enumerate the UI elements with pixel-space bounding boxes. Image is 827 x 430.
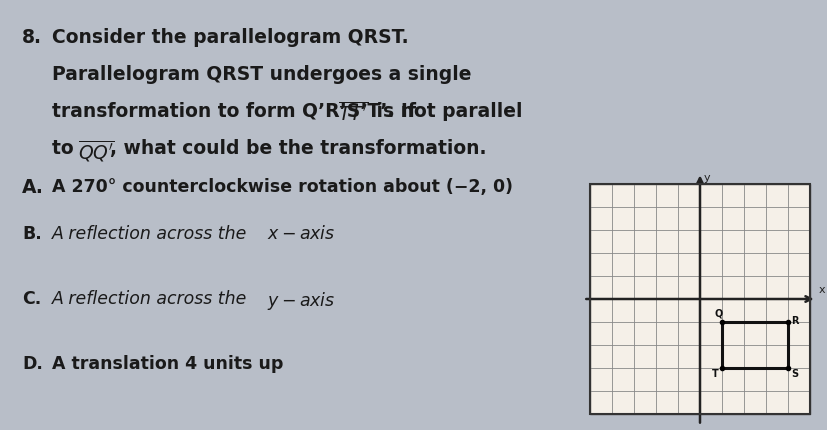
Text: A.: A. [22,178,44,197]
Text: B.: B. [22,224,41,243]
Text: , what could be the transformation.: , what could be the transformation. [110,139,486,158]
Text: $\overline{TT'}$: $\overline{TT'}$ [338,102,368,125]
Text: $y-axis$: $y-axis$ [267,289,336,311]
Text: $x-axis$: $x-axis$ [267,224,336,243]
Text: y: y [704,173,710,183]
Text: A translation 4 units up: A translation 4 units up [52,354,284,372]
Text: 8.: 8. [22,28,42,47]
Text: R: R [791,315,798,325]
Text: $\overline{QQ'}$: $\overline{QQ'}$ [78,139,115,164]
Text: is not parallel: is not parallel [370,102,523,121]
Text: A reflection across the: A reflection across the [52,224,253,243]
Text: A reflection across the: A reflection across the [52,289,253,307]
Bar [590,184,810,414]
Text: Parallelogram QRST undergoes a single: Parallelogram QRST undergoes a single [52,65,471,84]
Text: x: x [819,284,825,294]
Text: S: S [791,368,798,378]
Text: transformation to form Q’R’S’T’. If: transformation to form Q’R’S’T’. If [52,102,423,121]
Text: T: T [712,368,719,378]
Text: D.: D. [22,354,43,372]
Text: to: to [52,139,80,158]
Text: Q: Q [715,308,723,318]
Bar [590,184,810,414]
Text: A 270° counterclockwise rotation about (−2, 0): A 270° counterclockwise rotation about (… [52,178,513,196]
Text: C.: C. [22,289,41,307]
Text: Consider the parallelogram QRST.: Consider the parallelogram QRST. [52,28,409,47]
